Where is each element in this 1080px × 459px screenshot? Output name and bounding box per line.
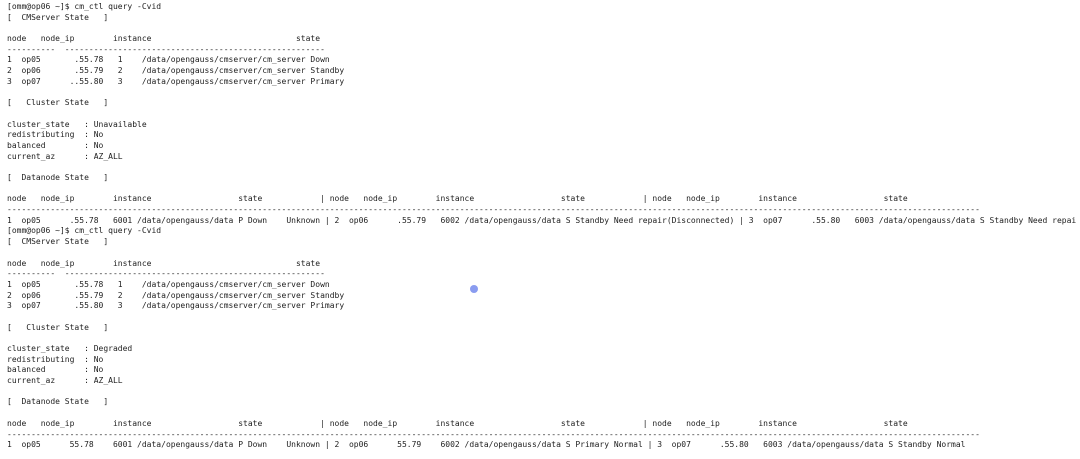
terminal-line: redistributing : No [7,354,104,364]
terminal-line: balanced : No [7,140,104,150]
terminal-line: [ Cluster State ] [7,98,109,108]
terminal-line: redistributing : No [7,130,104,140]
terminal-line: ----------------------------------------… [7,205,980,215]
terminal-line: [ CMServer State ] [7,237,109,247]
output-block: node node_ip instance state | node node_… [7,419,1076,451]
terminal-line: 1 op05 55.78 6001 /data/opengauss/data P… [7,440,966,450]
output-block: [ Datanode State ] [7,397,1076,408]
terminal-line: cluster_state : Degraded [7,344,133,353]
terminal-line: 1 op05 .55.78 1 /data/opengauss/cmserver… [7,55,330,65]
terminal-line: cluster_state : Unavailable [7,119,147,129]
terminal-line: node node_ip instance state | node node_… [7,194,908,204]
terminal-line: current_az : AZ_ALL [7,376,123,386]
terminal-line: 1 op05 .55.78 1 /data/opengauss/cmserver… [7,279,330,289]
terminal-line: ----------------------------------------… [7,429,980,439]
output-block: cluster_state : Degraded redistributing :… [7,344,1076,387]
output-block: cluster_state : Unavailable redistributin… [7,120,1076,163]
terminal-line: 1 op05 .55.78 6001 /data/opengauss/data … [7,215,1077,225]
output-block: [ Datanode State ] [7,173,1076,184]
output-block: node node_ip instance state ---------- --… [7,34,1076,87]
terminal-output: [omm@op06 ~]$ cm_ctl query -Cvid[ CMServ… [7,2,1076,459]
output-block: [omm@op06 ~]$ cm_ctl query -Cvid[ CMServ… [7,2,1076,23]
terminal-line: [omm@op06 ~]$ cm_ctl query -Cvid [7,2,162,11]
terminal-line: ---------- -----------------------------… [7,269,325,279]
terminal-line: ---------- -----------------------------… [7,44,325,54]
terminal-line: [ CMServer State ] [7,12,109,22]
cursor-dot [470,285,478,293]
terminal-line: [ Cluster State ] [7,322,109,332]
terminal-line: [ Datanode State ] [7,397,109,407]
terminal-line: balanced : No [7,365,104,375]
terminal-line: 2 op06 .55.79 2 /data/opengauss/cmserver… [7,290,345,300]
terminal-line: 3 op07 ..55.80 3 /data/opengauss/cmserve… [7,76,345,86]
output-block: [ Cluster State ] [7,323,1076,334]
terminal-line: 3 op07 .55.80 3 /data/opengauss/cmserver… [7,301,345,311]
terminal-line: node node_ip instance state [7,34,321,44]
terminal-line: current_az : AZ_ALL [7,151,123,161]
terminal-line: node node_ip instance state | node node_… [7,418,908,428]
terminal-line: 2 op06 .55.79 2 /data/opengauss/cmserver… [7,66,345,76]
output-block: [ Cluster State ] [7,98,1076,109]
terminal-line: node node_ip instance state [7,258,321,268]
terminal-line: [omm@op06 ~]$ cm_ctl query -Cvid [7,226,162,236]
terminal-line: [ Datanode State ] [7,173,109,182]
output-block: node node_ip instance state | node node_… [7,194,1076,247]
output-block: node node_ip instance state ---------- --… [7,259,1076,312]
